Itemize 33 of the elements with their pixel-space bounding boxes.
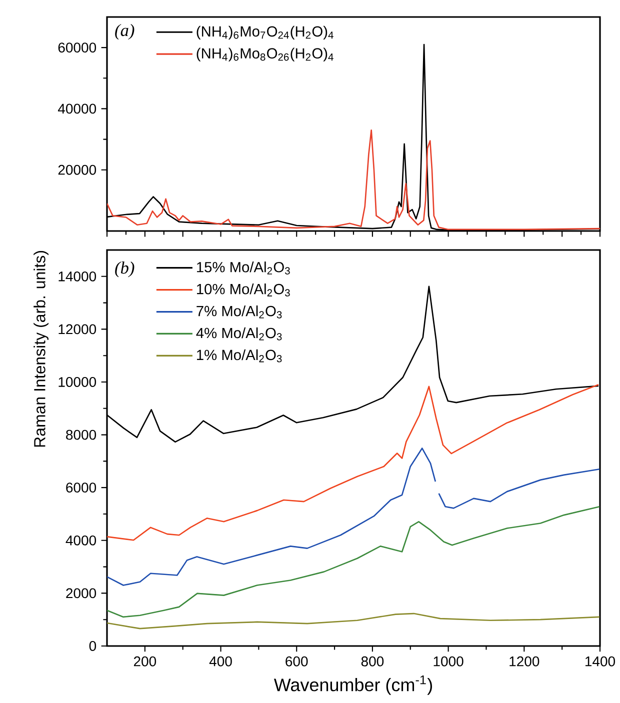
y-tick-label: 10000 (58, 377, 96, 387)
y-tick-label: 4000 (66, 535, 96, 546)
annotation: (a) (115, 24, 134, 40)
x-tick-label: 1200 (510, 656, 540, 666)
y-tick-label: 40000 (58, 104, 96, 114)
x-tick-label: 1000 (434, 656, 464, 666)
legend-label: 15% Mo/Al$_{2}$O$_{3}$ (197, 262, 290, 274)
x-axis-title: Wavenumber (cm$^{-1}$) (274, 675, 432, 695)
y-tick-label: 60000 (58, 42, 96, 53)
x-tick-label: 800 (361, 656, 384, 666)
y-tick-label: 2000 (66, 588, 96, 598)
line-series (106, 612, 600, 630)
y-tick-label: 12000 (58, 324, 96, 334)
text: (NH$_{4}$)$_{6}$Mo$_{7}$O$_{24}$(H$_{2}$O)$_{4}$ (196, 26, 334, 40)
legend-label: 7% Mo/Al$_{2}$O$_{3}$ (196, 305, 282, 318)
y-tick-label: 8000 (66, 430, 96, 440)
legend-label: 4% Mo/Al$_{2}$O$_{3}$ (196, 327, 282, 340)
line-series (106, 384, 600, 541)
line-series (106, 506, 600, 618)
y-tick-label: 20000 (58, 164, 96, 175)
x-tick-label: 400 (209, 656, 232, 666)
y-tick-label: 0 (89, 641, 96, 651)
legend-label: 10% Mo/Al$_{2}$O$_{3}$ (197, 284, 290, 296)
x-tick-label: 200 (134, 656, 156, 666)
legend-label: 1% Mo/Al$_{2}$O$_{3}$ (197, 349, 282, 362)
annotation: (b) (115, 262, 134, 278)
line-series (106, 129, 600, 230)
y-tick-label: 14000 (58, 271, 96, 282)
y-tick-label: 6000 (66, 482, 96, 493)
x-tick-label: 600 (286, 656, 308, 666)
text: (NH$_{4}$)$_{6}$Mo$_{8}$O$_{26}$(H$_{2}$O)$_{4}$ (196, 48, 334, 62)
x-tick-label: 1400 (585, 656, 616, 666)
y-axis-title: Raman Intensity (arb. units) (34, 251, 49, 447)
